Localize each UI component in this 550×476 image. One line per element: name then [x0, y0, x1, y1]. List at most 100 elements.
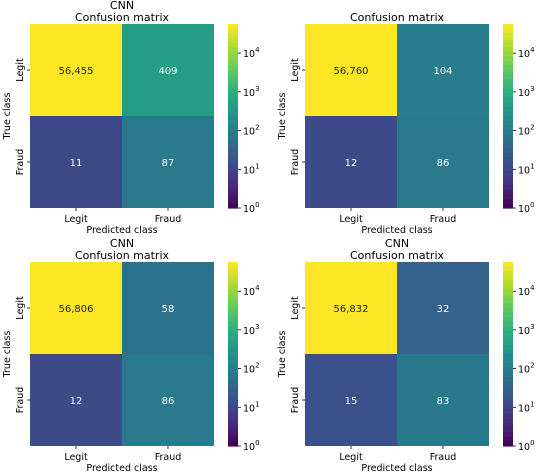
- colorbar-tick-base: 10: [243, 326, 255, 337]
- colorbar-segment: [228, 180, 238, 186]
- colorbar-segment: [228, 111, 238, 117]
- colorbar-tick-base: 10: [518, 403, 530, 414]
- colorbar-segment: [228, 409, 238, 415]
- y-tick-label: Legit: [15, 58, 26, 82]
- colorbar-segment: [228, 60, 238, 66]
- colorbar-tick-label: 102: [518, 124, 535, 138]
- colorbar-segment: [228, 70, 238, 76]
- colorbar-tick-label: 100: [518, 201, 535, 215]
- colorbar-segment: [228, 28, 238, 34]
- colorbar-segment: [228, 298, 238, 304]
- colorbar-segment: [228, 441, 238, 447]
- colorbar-segment: [503, 51, 513, 57]
- cell-value-label: 12: [70, 396, 83, 407]
- colorbar-segment: [503, 37, 513, 43]
- colorbar-segment: [228, 171, 238, 177]
- colorbar-segment: [503, 47, 513, 53]
- colorbar-segment: [228, 129, 238, 135]
- colorbar-segment: [503, 120, 513, 126]
- colorbar-segment: [228, 194, 238, 200]
- colorbar-tick-base: 10: [518, 326, 530, 337]
- colorbar-tick-base: 10: [243, 49, 255, 60]
- colorbar-segment: [503, 266, 513, 272]
- colorbar-segment: [228, 65, 238, 71]
- colorbar-segment: [503, 312, 513, 318]
- cell-value-label: 83: [437, 396, 450, 407]
- colorbar-segment: [228, 321, 238, 327]
- colorbar-segment: [228, 24, 238, 30]
- colorbar-segment: [228, 120, 238, 126]
- colorbar-tick-base: 10: [518, 287, 530, 298]
- y-tick-label: Fraud: [290, 387, 301, 414]
- colorbar-segment: [228, 83, 238, 89]
- colorbar-segment: [503, 203, 513, 209]
- colorbar-tick-base: 10: [518, 204, 530, 215]
- colorbar-segment: [503, 441, 513, 447]
- colorbar-segment: [503, 83, 513, 89]
- cell-value-label: 32: [437, 304, 450, 315]
- colorbar-tick-label: 100: [243, 439, 260, 453]
- colorbar-tick-label: 101: [243, 400, 260, 414]
- colorbar-segment: [503, 386, 513, 392]
- colorbar-tick-label: 104: [243, 284, 260, 298]
- colorbar-tick-exponent: 3: [255, 323, 259, 331]
- colorbar-segment: [503, 97, 513, 103]
- colorbar-segment: [503, 79, 513, 85]
- colorbar-segment: [228, 381, 238, 387]
- colorbar-segment: [228, 303, 238, 309]
- colorbar-tick-label: 104: [243, 46, 260, 60]
- cell-value-label: 86: [437, 158, 450, 169]
- colorbar-segment: [503, 24, 513, 30]
- colorbar-segment: [503, 280, 513, 286]
- colorbar-tick-label: 102: [243, 124, 260, 138]
- x-tick-label: Fraud: [155, 452, 182, 463]
- colorbar-segment: [228, 308, 238, 314]
- x-axis-label: Predicted class: [361, 225, 432, 236]
- colorbar-segment: [503, 129, 513, 135]
- colorbar-segment: [228, 358, 238, 364]
- colorbar-tick-base: 10: [518, 127, 530, 138]
- colorbar-segment: [228, 294, 238, 300]
- colorbar-tick-exponent: 1: [255, 162, 259, 170]
- colorbar-segment: [503, 262, 513, 268]
- colorbar-tick-exponent: 4: [255, 284, 260, 292]
- colorbar-segment: [228, 125, 238, 131]
- colorbar-segment: [503, 418, 513, 424]
- colorbar-segment: [228, 97, 238, 103]
- colorbar-segment: [228, 93, 238, 99]
- colorbar-segment: [503, 33, 513, 39]
- y-tick-label: Fraud: [15, 387, 26, 414]
- y-tick-label: Fraud: [15, 149, 26, 176]
- colorbar-segment: [503, 171, 513, 177]
- colorbar-segment: [228, 427, 238, 433]
- colorbar-segment: [503, 143, 513, 149]
- colorbar-segment: [503, 198, 513, 204]
- colorbar-tick-exponent: 0: [255, 201, 259, 209]
- colorbar-tick-label: 102: [518, 362, 535, 376]
- colorbar-segment: [228, 47, 238, 53]
- colorbar-segment: [228, 344, 238, 350]
- colorbar-segment: [503, 139, 513, 145]
- cell-value-label: 56,455: [59, 66, 94, 77]
- colorbar-tick-exponent: 3: [255, 85, 259, 93]
- colorbar-segment: [503, 285, 513, 291]
- colorbar-segment: [503, 335, 513, 341]
- x-tick-label: Legit: [64, 214, 88, 225]
- chart-subtitle: Confusion matrix: [75, 11, 170, 24]
- colorbar-segment: [503, 166, 513, 172]
- colorbar-segment: [228, 106, 238, 112]
- cell-value-label: 56,760: [334, 66, 369, 77]
- colorbar-tick-label: 103: [518, 323, 535, 337]
- colorbar-segment: [503, 185, 513, 191]
- colorbar-segment: [503, 344, 513, 350]
- colorbar-segment: [503, 134, 513, 140]
- colorbar-segment: [503, 298, 513, 304]
- colorbar-segment: [228, 395, 238, 401]
- x-tick-label: Legit: [339, 452, 363, 463]
- x-tick-label: Legit: [339, 214, 363, 225]
- colorbar-segment: [228, 185, 238, 191]
- colorbar-segment: [503, 363, 513, 369]
- y-axis-label: True class: [277, 93, 288, 141]
- colorbar-segment: [503, 317, 513, 323]
- colorbar-segment: [228, 152, 238, 158]
